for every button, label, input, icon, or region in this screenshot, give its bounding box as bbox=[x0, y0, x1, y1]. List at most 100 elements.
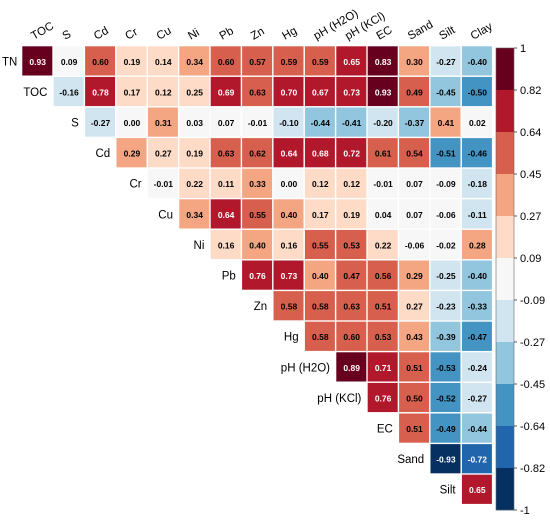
cell-value-label: 0.76 bbox=[249, 271, 266, 281]
heatmap-cell bbox=[147, 45, 179, 77]
row-label: TN bbox=[2, 56, 17, 68]
row-label: Cd bbox=[95, 148, 110, 160]
cell-value-label: 0.65 bbox=[343, 57, 360, 67]
heatmap-cell bbox=[367, 259, 399, 291]
heatmap-cell bbox=[304, 137, 336, 168]
legend-border bbox=[495, 47, 515, 511]
heatmap-cell bbox=[241, 137, 273, 168]
heatmap-cell bbox=[115, 45, 148, 77]
heatmap-cell bbox=[429, 351, 462, 383]
heatmap-cell bbox=[272, 229, 305, 260]
cell-value-label: 0.55 bbox=[312, 240, 329, 250]
legend-color-swatch bbox=[496, 342, 514, 385]
row-label: pH (KCl) bbox=[317, 393, 361, 405]
legend-tick-label: 0.82 bbox=[520, 85, 541, 97]
legend-color-swatch bbox=[496, 300, 514, 343]
cell-value-label: 0.63 bbox=[218, 149, 235, 159]
heatmap-cell bbox=[367, 168, 399, 199]
cell-value-label: 0.73 bbox=[343, 87, 360, 97]
cell-value-label: 0.93 bbox=[29, 57, 46, 67]
heatmap-cell bbox=[241, 229, 273, 260]
heatmap-cell bbox=[461, 259, 493, 291]
cell-value-label: 0.02 bbox=[469, 118, 486, 128]
heatmap-cell bbox=[367, 290, 399, 321]
heatmap-cell bbox=[210, 45, 242, 77]
heatmap-cell bbox=[272, 137, 305, 168]
heatmap-cell bbox=[147, 168, 179, 199]
row-label: pH (H2O) bbox=[281, 362, 330, 374]
cell-value-label: 0.40 bbox=[312, 271, 329, 281]
legend-color-swatch bbox=[496, 132, 514, 175]
cell-value-label: -0.02 bbox=[436, 240, 456, 250]
heatmap-cell bbox=[398, 76, 430, 107]
heatmap-cell bbox=[429, 412, 462, 444]
cell-value-label: -0.93 bbox=[436, 455, 456, 465]
heatmap-cell bbox=[367, 351, 399, 383]
heatmap-cell bbox=[147, 137, 179, 168]
cell-value-label: 0.31 bbox=[155, 118, 172, 128]
cell-value-label: 0.51 bbox=[406, 424, 423, 434]
cell-value-label: 0.07 bbox=[406, 179, 423, 189]
legend-tick-label: -0.09 bbox=[520, 295, 545, 307]
heatmap-cell bbox=[241, 198, 273, 230]
heatmap-cell bbox=[398, 321, 430, 352]
heatmap-cell bbox=[304, 259, 336, 291]
cell-value-label: 0.09 bbox=[61, 57, 78, 67]
heatmap-cell bbox=[335, 198, 367, 230]
row-label: EC bbox=[377, 424, 393, 436]
heatmap-cell bbox=[398, 290, 430, 321]
heatmap-cell bbox=[367, 229, 399, 260]
heatmap-cell bbox=[429, 198, 462, 230]
cell-value-label: 0.64 bbox=[281, 149, 298, 159]
column-label: Zn bbox=[249, 25, 267, 42]
cell-value-label: -0.52 bbox=[436, 393, 456, 403]
cell-value-label: -0.23 bbox=[436, 302, 456, 312]
legend-color-swatch bbox=[496, 174, 514, 217]
cell-value-label: 0.27 bbox=[406, 302, 423, 312]
legend-color-swatch bbox=[496, 468, 514, 511]
cell-value-label: 0.59 bbox=[312, 57, 329, 67]
legend-tick-label: -0.27 bbox=[520, 337, 545, 349]
cell-value-label: -0.40 bbox=[468, 271, 488, 281]
cell-value-label: -0.44 bbox=[311, 118, 331, 128]
heatmap-cell bbox=[335, 321, 367, 352]
cell-value-label: 0.07 bbox=[218, 118, 235, 128]
heatmap-cell bbox=[272, 198, 305, 230]
cell-value-label: 0.71 bbox=[375, 363, 392, 373]
cell-value-label: 0.12 bbox=[155, 87, 172, 97]
cell-value-label: 0.43 bbox=[406, 332, 423, 342]
cell-value-label: 0.41 bbox=[438, 118, 455, 128]
heatmap-cell bbox=[178, 106, 210, 138]
heatmap-cell bbox=[210, 168, 242, 199]
legend-color-swatch bbox=[496, 258, 514, 301]
cell-value-label: 0.73 bbox=[281, 271, 298, 281]
legend-tick-label: 0.45 bbox=[520, 169, 541, 181]
cell-value-label: -0.33 bbox=[468, 302, 488, 312]
heatmap-cell bbox=[304, 290, 336, 321]
heatmap-cell bbox=[210, 198, 242, 230]
cell-value-label: 0.12 bbox=[343, 179, 360, 189]
cell-value-label: 0.29 bbox=[406, 271, 423, 281]
heatmap-cell bbox=[21, 45, 53, 77]
heatmap-cell bbox=[304, 106, 336, 138]
cell-value-label: 0.03 bbox=[186, 118, 203, 128]
heatmap-cell bbox=[461, 321, 493, 352]
heatmap-cell bbox=[429, 443, 462, 474]
heatmap-cell bbox=[461, 106, 493, 138]
row-label: Sand bbox=[397, 454, 424, 466]
cell-value-label: 0.54 bbox=[406, 149, 423, 159]
heatmap-cell bbox=[429, 45, 462, 77]
cell-value-label: -0.20 bbox=[373, 118, 393, 128]
heatmap-cell bbox=[461, 45, 493, 77]
cell-value-label: 0.63 bbox=[249, 87, 266, 97]
heatmap-cell bbox=[335, 106, 367, 138]
cell-value-label: 0.68 bbox=[312, 149, 329, 159]
heatmap-cell bbox=[84, 76, 116, 107]
heatmap-cell bbox=[461, 290, 493, 321]
heatmap-cell bbox=[461, 137, 493, 168]
cell-value-label: 0.40 bbox=[281, 210, 298, 220]
heatmap-cell bbox=[429, 168, 462, 199]
column-label: Clay bbox=[469, 21, 495, 43]
cell-value-label: 0.70 bbox=[281, 87, 298, 97]
column-label: Cu bbox=[155, 25, 174, 43]
